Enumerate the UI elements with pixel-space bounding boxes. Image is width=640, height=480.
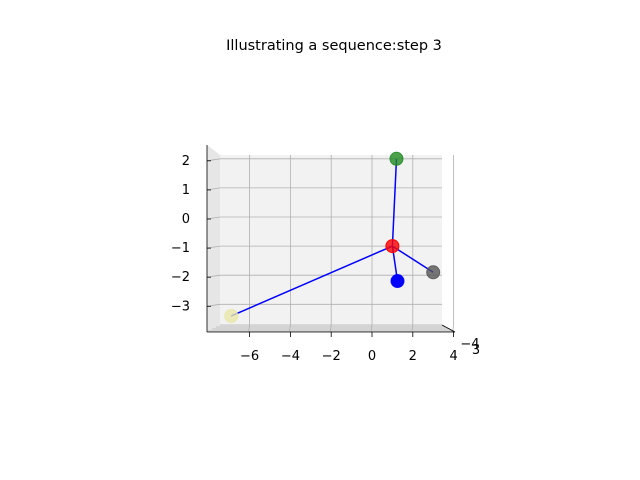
depth-axis-line [441,324,456,333]
x-tick-label-4: 2 [409,349,417,364]
grid [206,155,455,333]
point-blue [390,274,405,289]
x-tick-label-3: 0 [368,349,376,364]
point-center-red [385,239,400,254]
x-tick-label-1: −4 [281,349,300,364]
line-to-gray [391,245,434,273]
x-tick-label-0: −6 [240,349,259,364]
z-tick-label-1: 1 [182,183,190,198]
x-tick-label-2: −2 [322,349,341,364]
point-khaki [224,308,239,323]
depth-tick-label-0: −4 [460,337,479,352]
z-tick-label-2: 0 [182,212,190,227]
depth-tick-label-1: 3 [472,343,480,358]
z-tick-label-5: −3 [171,299,190,314]
x-tick-label-5: 4 [449,349,457,364]
point-gray [426,265,441,280]
data-points [224,151,441,323]
z-tick-label-3: −1 [171,241,190,256]
z-tick-label-4: −2 [171,270,190,285]
z-tick-label-0: 2 [182,154,190,169]
left-pane [207,145,220,332]
axes [206,145,456,337]
point-green [389,151,404,166]
line-to-green [391,158,398,247]
chart-title: Illustrating a sequence:step 3 [226,38,442,54]
line-to-khaki [230,245,393,317]
